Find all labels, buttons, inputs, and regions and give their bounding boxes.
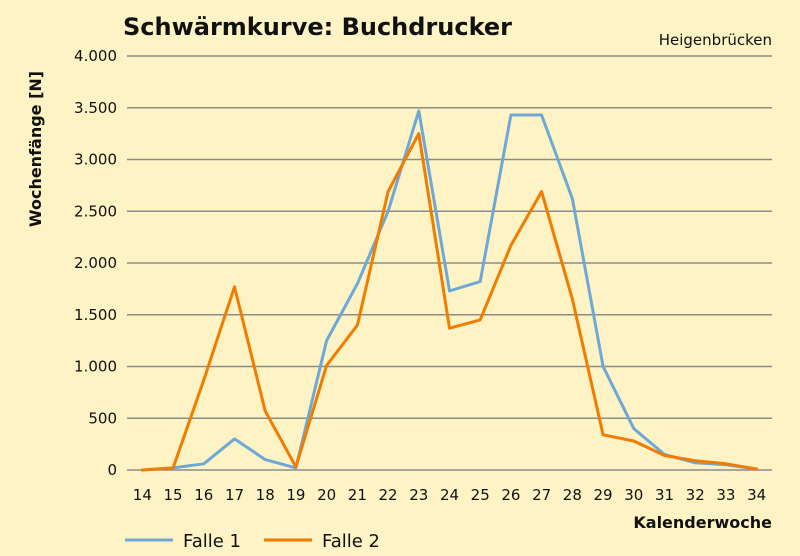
x-tick-labels: 14 15 16 17 18 19 20 21 22 23 24 25 26 27 28 29 30 31 32 33…: [133, 486, 766, 504]
x-tick-label: 28: [563, 486, 582, 504]
y-tick-label: 2.000: [74, 254, 117, 272]
y-tick-labels: 0 500 1.000 1.500 2.000 2.500 3.000 3.500 4.000: [74, 47, 117, 479]
x-tick-label: 30: [624, 486, 643, 504]
x-tick-label: 18: [256, 486, 275, 504]
legend-label: Falle 2: [322, 531, 380, 552]
x-tick-label: 34: [747, 486, 766, 504]
x-tick-label: 21: [348, 486, 367, 504]
y-axis-label: Wochenfänge [N]: [26, 71, 45, 227]
x-tick-label: 20: [317, 486, 336, 504]
x-axis-label: Kalenderwoche: [633, 513, 772, 532]
series-line-falle-1: [140, 109, 759, 472]
y-tick-label: 1.000: [74, 358, 117, 376]
y-tick-label: 4.000: [74, 47, 117, 65]
x-tick-label: 24: [440, 486, 459, 504]
chart-subtitle: Heigenbrücken: [659, 31, 772, 49]
gridlines: [127, 55, 772, 471]
x-tick-label: 23: [409, 486, 428, 504]
x-tick-label: 14: [133, 486, 152, 504]
x-tick-label: 31: [655, 486, 674, 504]
x-tick-label: 33: [716, 486, 735, 504]
x-tick-label: 25: [471, 486, 490, 504]
y-tick-label: 3.500: [74, 99, 117, 117]
x-tick-label: 19: [286, 486, 305, 504]
y-tick-label: 0: [107, 461, 117, 479]
x-tick-label: 16: [194, 486, 213, 504]
series-line-falle-2: [140, 132, 759, 472]
legend-label: Falle 1: [183, 531, 241, 552]
x-tick-label: 17: [225, 486, 244, 504]
y-tick-label: 3.000: [74, 151, 117, 169]
y-tick-label: 500: [88, 409, 117, 427]
x-tick-label: 27: [532, 486, 551, 504]
chart-title: Schwärmkurve: Buchdrucker: [123, 13, 512, 41]
x-tick-label: 29: [594, 486, 613, 504]
x-tick-label: 15: [164, 486, 183, 504]
legend: Falle 1 Falle 2: [125, 531, 380, 552]
series-lines: [140, 109, 759, 472]
y-tick-label: 1.500: [74, 306, 117, 324]
y-tick-label: 2.500: [74, 202, 117, 220]
x-tick-label: 32: [686, 486, 705, 504]
x-tick-label: 22: [379, 486, 398, 504]
x-tick-label: 26: [501, 486, 520, 504]
